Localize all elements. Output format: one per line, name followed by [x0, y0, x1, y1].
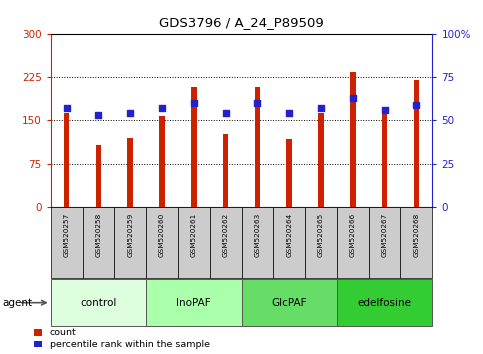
Bar: [350, 72, 355, 207]
Text: GSM520258: GSM520258: [96, 213, 101, 257]
Bar: [159, 116, 165, 207]
Text: GlcPAF: GlcPAF: [271, 298, 307, 308]
Text: GSM520257: GSM520257: [64, 213, 70, 257]
Bar: [242, 279, 337, 326]
Text: GSM520264: GSM520264: [286, 213, 292, 257]
Bar: [413, 80, 419, 207]
Bar: [223, 134, 228, 207]
Point: [158, 105, 166, 111]
Bar: [146, 207, 178, 278]
Bar: [114, 207, 146, 278]
Bar: [369, 207, 400, 278]
Bar: [382, 113, 387, 207]
Bar: [255, 87, 260, 207]
Bar: [318, 113, 324, 207]
Bar: [64, 113, 70, 207]
Text: GSM520259: GSM520259: [127, 213, 133, 257]
Text: GSM520265: GSM520265: [318, 213, 324, 257]
Bar: [286, 139, 292, 207]
Text: control: control: [80, 298, 116, 308]
Text: GSM520268: GSM520268: [413, 213, 419, 257]
Bar: [128, 138, 133, 207]
Point: [222, 110, 229, 116]
Point: [254, 100, 261, 106]
Text: agent: agent: [2, 298, 32, 308]
Bar: [210, 207, 242, 278]
Bar: [146, 279, 242, 326]
Text: GSM520262: GSM520262: [223, 213, 228, 257]
Text: InoPAF: InoPAF: [176, 298, 211, 308]
Text: GSM520261: GSM520261: [191, 213, 197, 257]
Text: edelfosine: edelfosine: [357, 298, 412, 308]
Bar: [96, 145, 101, 207]
Point: [349, 95, 356, 101]
Bar: [242, 207, 273, 278]
Text: GSM520267: GSM520267: [382, 213, 387, 257]
Text: GSM520266: GSM520266: [350, 213, 356, 257]
Bar: [83, 207, 114, 278]
Point: [63, 105, 71, 111]
Bar: [178, 207, 210, 278]
Bar: [273, 207, 305, 278]
Point: [317, 105, 325, 111]
Bar: [51, 279, 146, 326]
Bar: [51, 207, 83, 278]
Point: [190, 100, 198, 106]
Text: GDS3796 / A_24_P89509: GDS3796 / A_24_P89509: [159, 16, 324, 29]
Legend: count, percentile rank within the sample: count, percentile rank within the sample: [34, 329, 210, 349]
Bar: [400, 207, 432, 278]
Point: [95, 112, 102, 118]
Point: [285, 110, 293, 116]
Point: [381, 107, 388, 113]
Bar: [191, 87, 197, 207]
Bar: [337, 279, 432, 326]
Point: [127, 110, 134, 116]
Text: GSM520260: GSM520260: [159, 213, 165, 257]
Text: GSM520263: GSM520263: [255, 213, 260, 257]
Bar: [305, 207, 337, 278]
Point: [412, 102, 420, 108]
Bar: [337, 207, 369, 278]
